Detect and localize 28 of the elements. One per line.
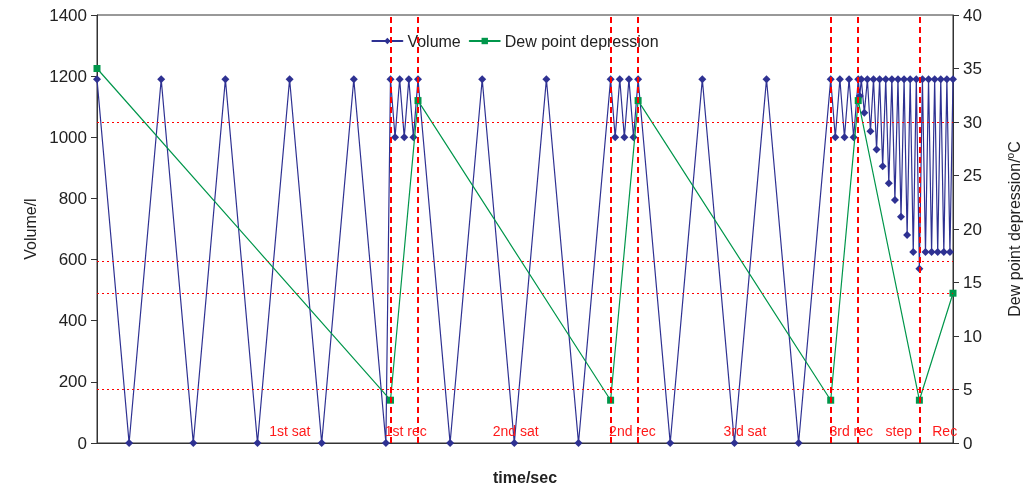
annotation: step [885,423,913,439]
point [93,65,101,72]
y-tick-label: 1200 [49,66,87,86]
y2-tick-label: 15 [963,273,982,292]
legend-label: Volume [407,32,461,50]
y-tick-label: 600 [58,250,87,270]
legend-label: Dew point depression [504,32,659,50]
y-axis-title: Volume/l [21,198,39,260]
y2-tick-label: 35 [963,59,982,78]
y2-tick-label: 10 [963,326,982,346]
y2-tick-label: 20 [963,219,982,239]
y-tick-label: 200 [58,372,87,392]
y2-axis-title: Dew point depression/oC [1004,141,1023,317]
y2-tick-label: 25 [963,166,982,185]
annotation: 2nd rec [609,423,656,439]
y-tick-label: 400 [58,311,87,331]
y2-tick-label: 40 [963,5,982,25]
y-tick-label: 800 [58,188,87,208]
y2-tick-label: 30 [963,112,982,132]
y2-tick-label: 0 [963,433,973,453]
y2-tick-label: 5 [963,380,973,399]
y-tick-label: 0 [77,433,87,453]
y-tick-label: 1400 [49,5,87,25]
x-axis-title: time/sec [492,468,558,486]
annotation: 1st sat [269,423,311,439]
y-tick-label: 1000 [49,127,87,147]
point [949,289,957,297]
annotation: 3rd rec [829,423,874,439]
